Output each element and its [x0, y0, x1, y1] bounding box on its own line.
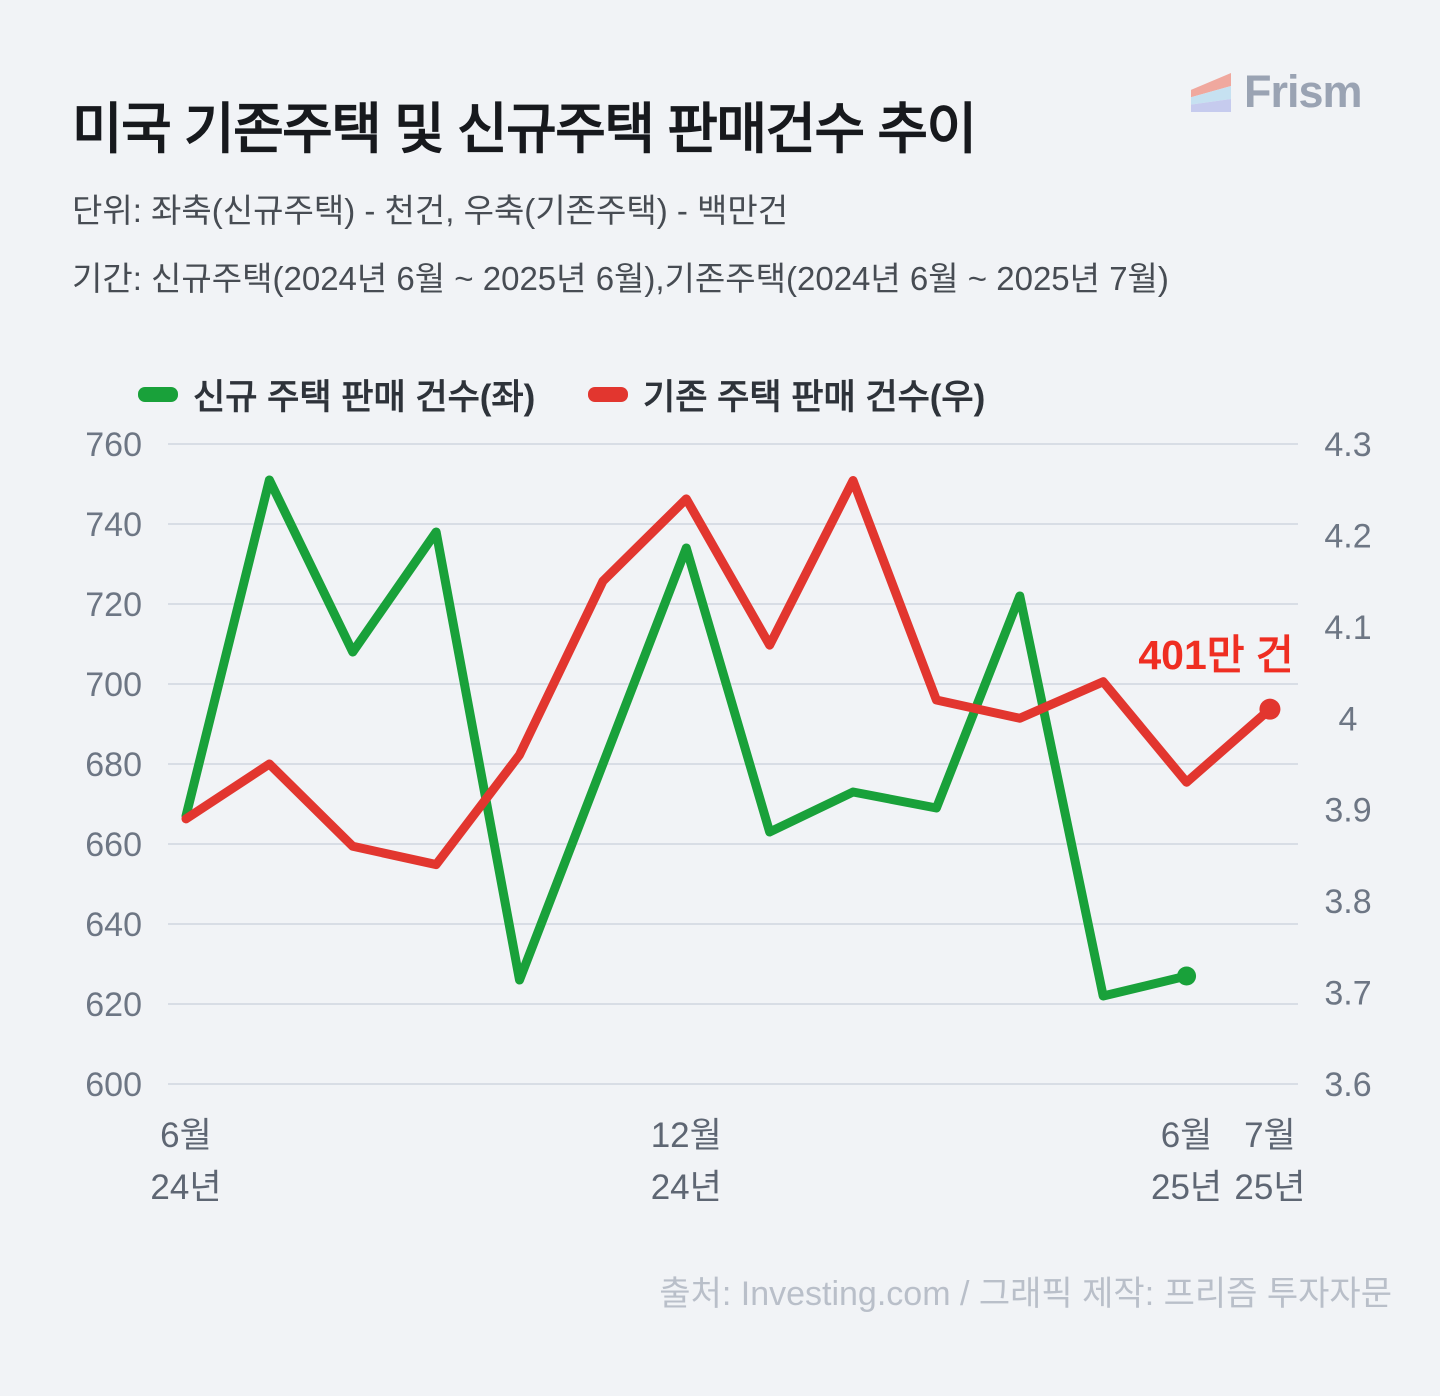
svg-text:4.2: 4.2 [1324, 517, 1371, 555]
svg-text:3.7: 3.7 [1324, 975, 1371, 1013]
subtitle-period: 기간: 신규주택(2024년 6월 ~ 2025년 6월),기존주택(2024년… [72, 260, 1169, 297]
svg-text:760: 760 [85, 426, 142, 464]
subtitle-unit: 단위: 좌축(신규주택) - 천건, 우축(기존주택) - 백만건 [72, 192, 789, 229]
series-existing-homes-endpoint [1259, 698, 1281, 720]
frism-logo-text: Frism [1244, 66, 1363, 117]
series-existing-homes-line [181, 476, 1275, 870]
legend-swatch-new-homes [138, 386, 178, 402]
page-title: 미국 기존주택 및 신규주택 판매건수 추이 [72, 98, 977, 160]
svg-text:4: 4 [1339, 700, 1358, 738]
svg-text:660: 660 [85, 826, 142, 864]
svg-text:3.6: 3.6 [1324, 1066, 1371, 1104]
svg-text:4.3: 4.3 [1324, 426, 1371, 464]
svg-text:7월: 7월 [1244, 1116, 1296, 1155]
svg-text:700: 700 [85, 666, 142, 704]
svg-text:6월: 6월 [1161, 1116, 1213, 1155]
left-axis-labels: 760 740 720 700 680 660 640 620 600 [85, 426, 142, 1104]
svg-text:3.8: 3.8 [1324, 883, 1371, 921]
x-axis-labels: 6월 24년 12월 24년 6월 25년 7월 25년 [150, 1116, 1305, 1207]
svg-text:680: 680 [85, 746, 142, 784]
legend-item-new-homes: 신규 주택 판매 건수(좌) [138, 374, 535, 417]
svg-text:600: 600 [85, 1066, 142, 1104]
right-axis-labels: 4.3 4.2 4.1 4 3.9 3.8 3.7 3.6 [1324, 426, 1371, 1104]
svg-text:620: 620 [85, 986, 142, 1024]
series-new-homes-line [181, 475, 1192, 1001]
svg-text:720: 720 [85, 586, 142, 624]
svg-text:24년: 24년 [651, 1168, 722, 1207]
legend-swatch-existing-homes [588, 386, 628, 402]
frism-logo-icon [1191, 72, 1231, 112]
svg-text:640: 640 [85, 906, 142, 944]
annotation-latest-value: 401만 건 [1138, 632, 1293, 678]
svg-text:740: 740 [85, 506, 142, 544]
legend-label-new-homes: 신규 주택 판매 건수(좌) [193, 377, 536, 417]
svg-text:12월: 12월 [651, 1116, 722, 1155]
source-credit: 출처: Investing.com / 그래픽 제작: 프리즘 투자자문 [659, 1275, 1392, 1313]
svg-text:3.9: 3.9 [1324, 792, 1371, 830]
svg-text:25년: 25년 [1151, 1168, 1222, 1207]
svg-text:25년: 25년 [1234, 1168, 1305, 1207]
svg-text:4.1: 4.1 [1324, 609, 1371, 647]
frism-logo: Frism [1191, 66, 1363, 118]
svg-text:6월: 6월 [160, 1116, 212, 1155]
legend-label-existing-homes: 기존 주택 판매 건수(우) [643, 377, 986, 417]
svg-text:24년: 24년 [150, 1168, 221, 1207]
series-new-homes-endpoint [1177, 966, 1197, 986]
legend-item-existing-homes: 기존 주택 판매 건수(우) [588, 374, 985, 417]
